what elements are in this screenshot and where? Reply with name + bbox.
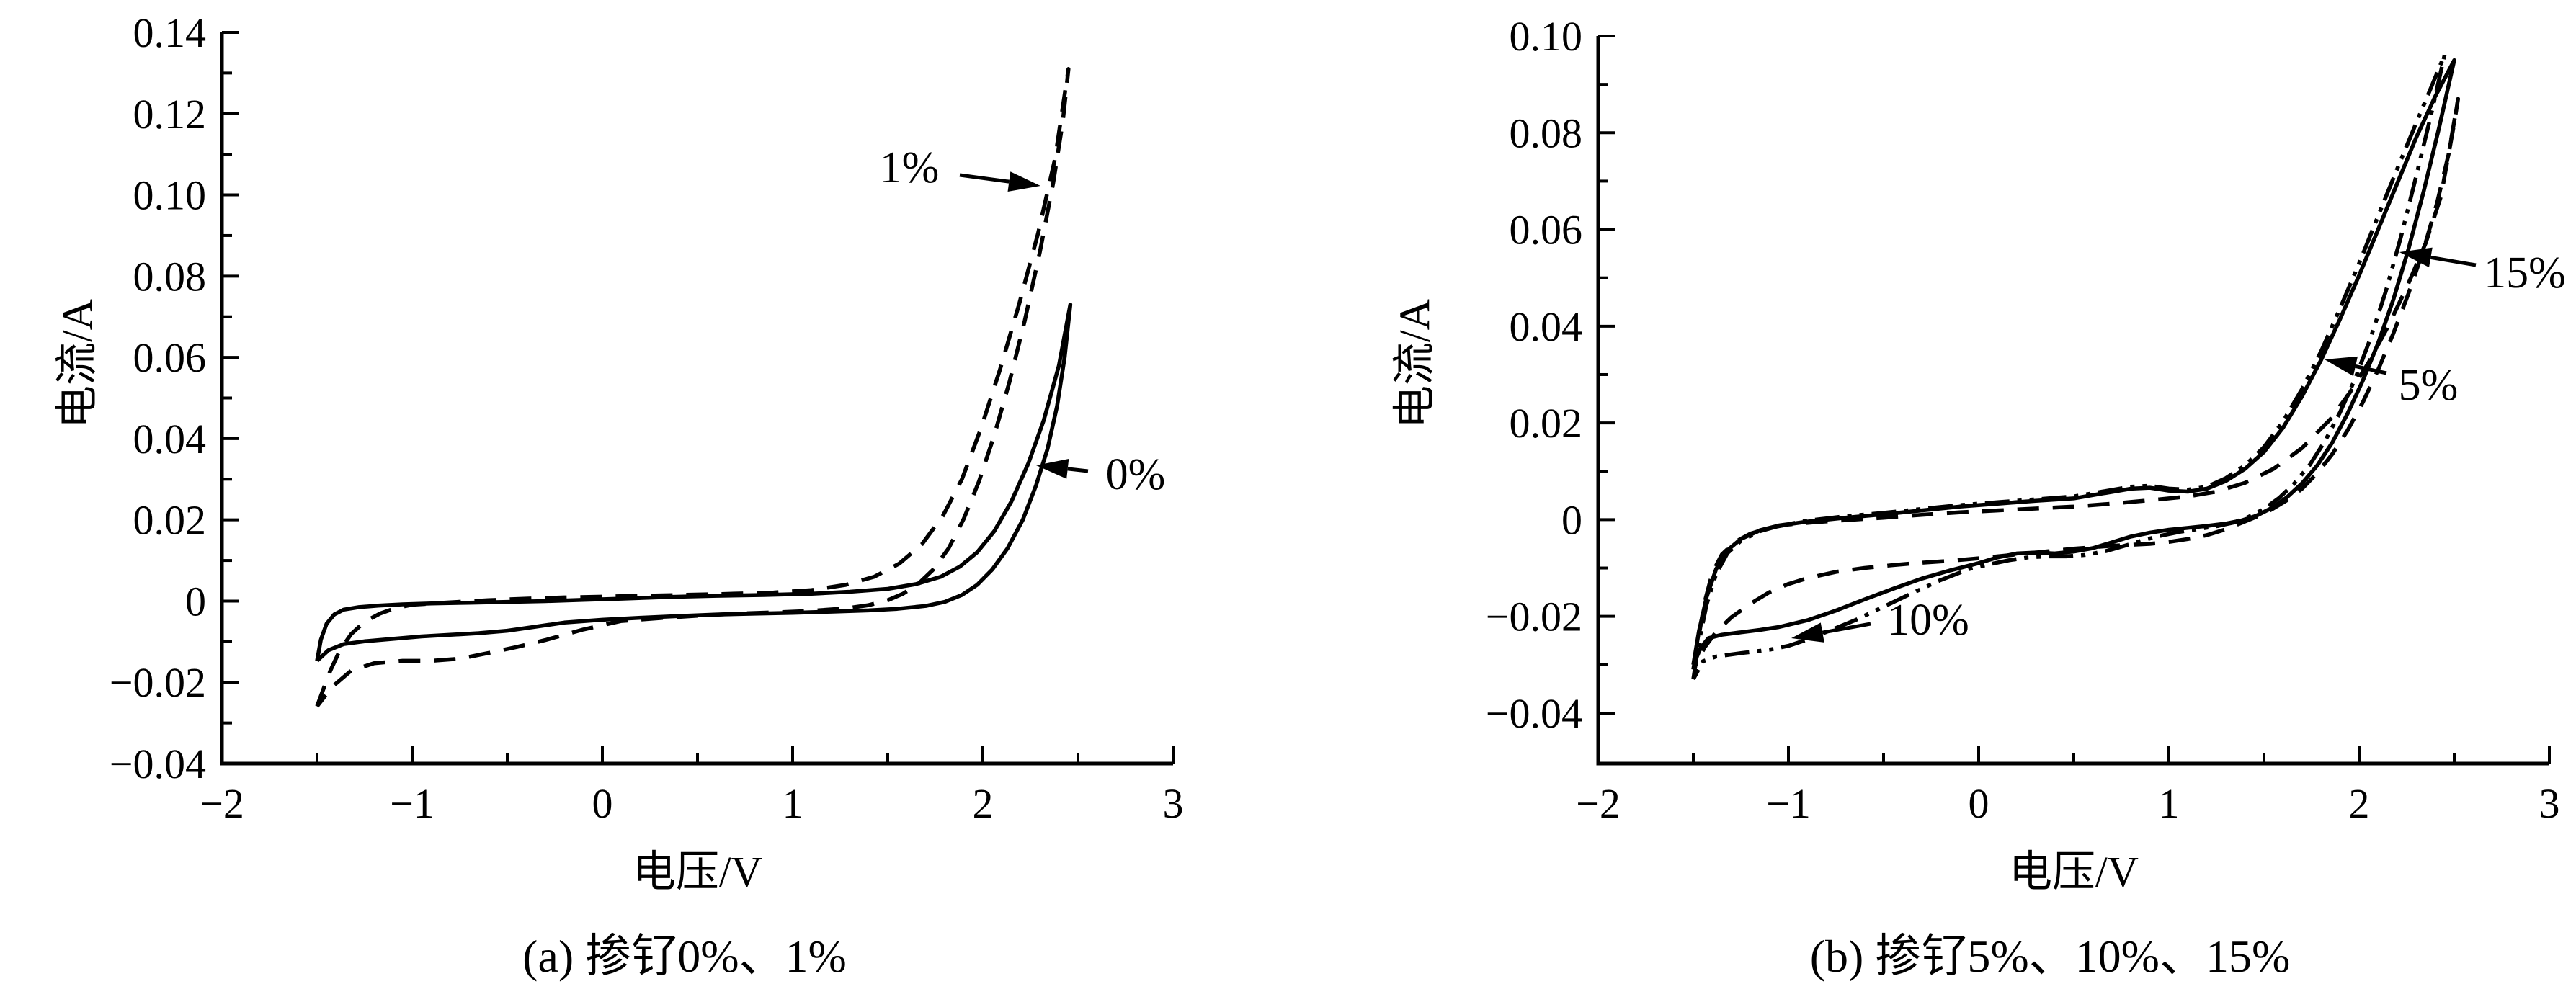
x-tick-label-chart-a: −1 [390,780,434,827]
y-tick-label-chart-b: 0 [1561,496,1582,543]
x-tick-label-chart-a: 3 [1163,780,1184,827]
y-tick-label-chart-a: 0.04 [133,416,207,462]
annotation-arrowhead-icon-5%-chart-b [2325,356,2358,377]
curve-5%-chart-b [1691,58,2456,666]
curve-0%-chart-a [315,303,1073,663]
x-tick-label-chart-b: −1 [1766,780,1811,827]
curve-1%-chart-a [315,67,1071,708]
annotation-arrowhead-icon-0%-chart-a [1036,458,1069,479]
curve-15%-chart-b [1691,97,2461,671]
x-tick-label-chart-b: 1 [2159,780,2180,827]
x-tick-label-chart-a: 1 [783,780,803,827]
y-tick-label-chart-a: 0.02 [133,497,207,544]
annotation-arrow-10%-chart-b [1822,622,1871,635]
y-tick-label-chart-a: 0 [185,578,206,625]
annotation-label-5%-chart-b: 5% [2399,361,2459,410]
x-tick-label-chart-a: 0 [592,780,613,827]
x-tick-label-chart-a: 2 [973,780,994,827]
caption-chart-a: (a) 掺钌0%、1% [522,931,847,982]
annotation-arrow-15%-chart-b [2430,255,2477,267]
annotation-label-15%-chart-b: 15% [2484,249,2566,297]
annotation-arrow-5%-chart-b [2355,364,2387,375]
y-axis-title-chart-b: 电流/A [1391,299,1439,429]
x-axis-title-chart-a: 电压/V [633,848,762,896]
annotation-arrow-0%-chart-a [1067,467,1089,473]
caption-chart-b: (b) 掺钌5%、10%、15% [1809,931,2291,982]
y-tick-label-chart-b: −0.04 [1486,690,1582,737]
y-tick-label-chart-a: 0.14 [133,9,207,56]
y-tick-label-chart-a: −0.04 [110,740,206,787]
y-tick-label-chart-a: 0.12 [133,91,207,138]
x-tick-label-chart-b: 3 [2539,780,2560,827]
curve-10%-chart-b [1691,52,2447,681]
axes-spines-chart-a [220,32,1173,766]
annotation-label-10%-chart-b: 10% [1887,596,1969,645]
y-tick-label-chart-a: 0.06 [133,334,207,381]
x-tick-label-chart-b: 2 [2349,780,2370,827]
annotation-label-1%-chart-a: 1% [880,143,940,192]
y-tick-label-chart-a: −0.02 [110,659,206,706]
y-tick-label-chart-a: 0.08 [133,253,207,300]
annotation-label-0%-chart-a: 0% [1106,450,1166,499]
annotation-arrow-1%-chart-a [959,173,1010,184]
y-tick-label-chart-b: 0.04 [1510,303,1583,350]
annotation-arrowhead-icon-10%-chart-b [1791,622,1824,643]
x-axis-title-chart-b: 电压/V [2009,848,2139,896]
annotation-arrowhead-icon-1%-chart-a [1007,171,1040,192]
x-tick-label-chart-b: 0 [1969,780,1989,827]
y-tick-label-chart-b: −0.02 [1486,594,1582,640]
x-tick-label-chart-b: −2 [1576,780,1621,827]
y-tick-label-chart-a: 0.10 [133,172,207,219]
y-tick-label-chart-b: 0.10 [1510,13,1583,60]
annotation-arrowhead-icon-15%-chart-b [2399,247,2433,268]
x-tick-label-chart-a: −2 [200,780,244,827]
y-tick-label-chart-b: 0.06 [1510,207,1583,254]
y-tick-label-chart-b: 0.08 [1510,109,1583,156]
y-axis-title-chart-a: 电流/A [53,299,102,429]
y-tick-label-chart-b: 0.02 [1510,400,1583,447]
